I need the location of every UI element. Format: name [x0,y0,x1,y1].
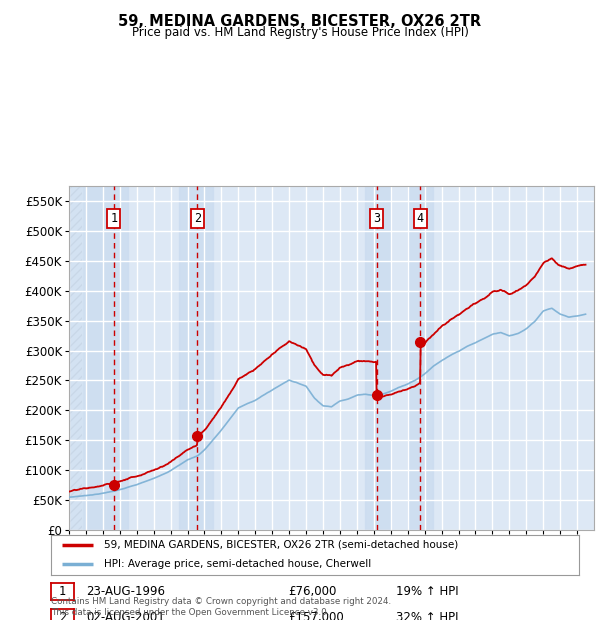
Bar [69,186,128,530]
Bar [408,186,433,530]
Text: 4: 4 [416,212,424,225]
Text: 59, MEDINA GARDENS, BICESTER, OX26 2TR: 59, MEDINA GARDENS, BICESTER, OX26 2TR [118,14,482,29]
Text: 1: 1 [59,585,66,598]
Text: 2: 2 [194,212,201,225]
Bar [69,186,82,530]
Text: 2: 2 [59,611,66,620]
Text: 3: 3 [373,212,380,225]
Text: 02-AUG-2001: 02-AUG-2001 [86,611,164,620]
Text: 19% ↑ HPI: 19% ↑ HPI [396,585,458,598]
Text: 59, MEDINA GARDENS, BICESTER, OX26 2TR (semi-detached house): 59, MEDINA GARDENS, BICESTER, OX26 2TR (… [104,540,458,550]
Text: HPI: Average price, semi-detached house, Cherwell: HPI: Average price, semi-detached house,… [104,559,371,569]
Text: 32% ↑ HPI: 32% ↑ HPI [396,611,458,620]
Text: Contains HM Land Registry data © Crown copyright and database right 2024.
This d: Contains HM Land Registry data © Crown c… [51,598,391,617]
Text: 23-AUG-1996: 23-AUG-1996 [86,585,165,598]
Bar [69,186,82,530]
Text: £76,000: £76,000 [288,585,337,598]
Text: £157,000: £157,000 [288,611,344,620]
Bar [179,186,213,530]
Text: 1: 1 [110,212,118,225]
Bar [365,186,391,530]
Text: Price paid vs. HM Land Registry's House Price Index (HPI): Price paid vs. HM Land Registry's House … [131,26,469,39]
